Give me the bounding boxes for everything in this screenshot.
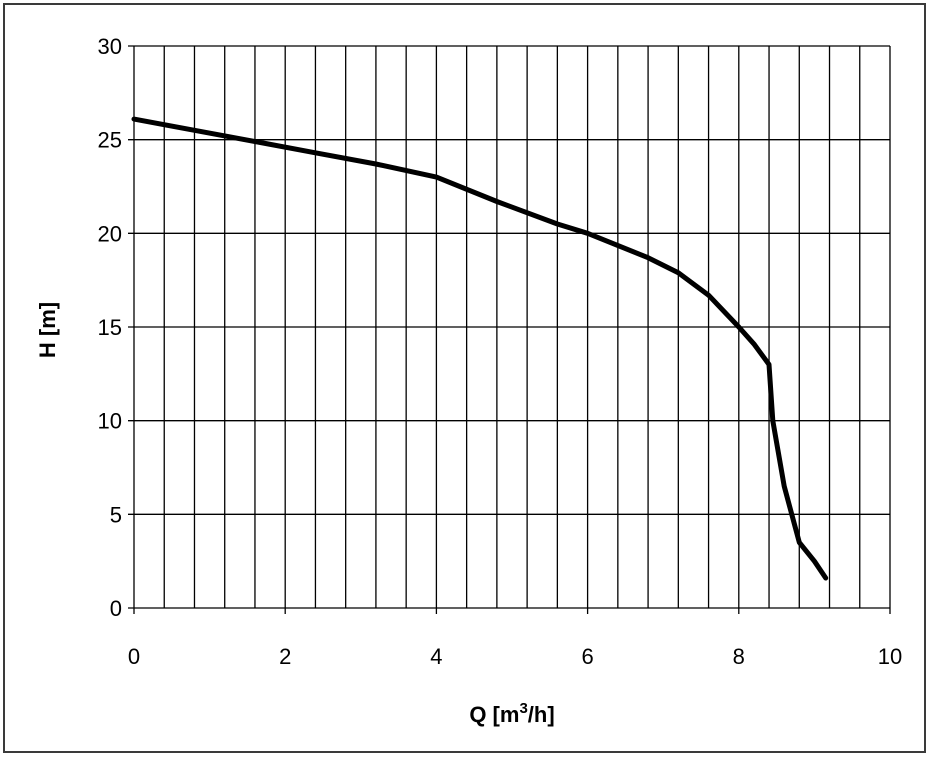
- y-tick-label: 10: [98, 409, 122, 434]
- y-tick-label: 25: [98, 128, 122, 153]
- x-axis-title-tail: /h]: [528, 702, 555, 727]
- x-tick-label: 6: [581, 644, 593, 669]
- y-tick-label: 20: [98, 221, 122, 246]
- y-tick-label: 5: [110, 502, 122, 527]
- x-axis-title-superscript: 3: [519, 700, 527, 717]
- x-tick-label: 4: [430, 644, 442, 669]
- grid: [128, 45, 891, 614]
- series-line: [131, 116, 829, 581]
- y-tick-label: 30: [98, 34, 122, 59]
- y-tick-labels: 0 5 10 15 20 25 30: [98, 34, 122, 621]
- x-tick-label: 8: [733, 644, 745, 669]
- x-axis-title: Q [m3/h]: [469, 700, 554, 727]
- x-tick-label: 10: [878, 644, 902, 669]
- x-tick-labels: 0 2 4 6 8 10: [128, 644, 902, 669]
- y-tick-label: 0: [110, 596, 122, 621]
- y-axis-title: H [m]: [35, 302, 60, 358]
- x-tick-label: 2: [279, 644, 291, 669]
- x-axis-title-main: Q [m: [469, 702, 519, 727]
- x-tick-label: 0: [128, 644, 140, 669]
- series-group: [131, 116, 829, 581]
- y-tick-label: 15: [98, 315, 122, 340]
